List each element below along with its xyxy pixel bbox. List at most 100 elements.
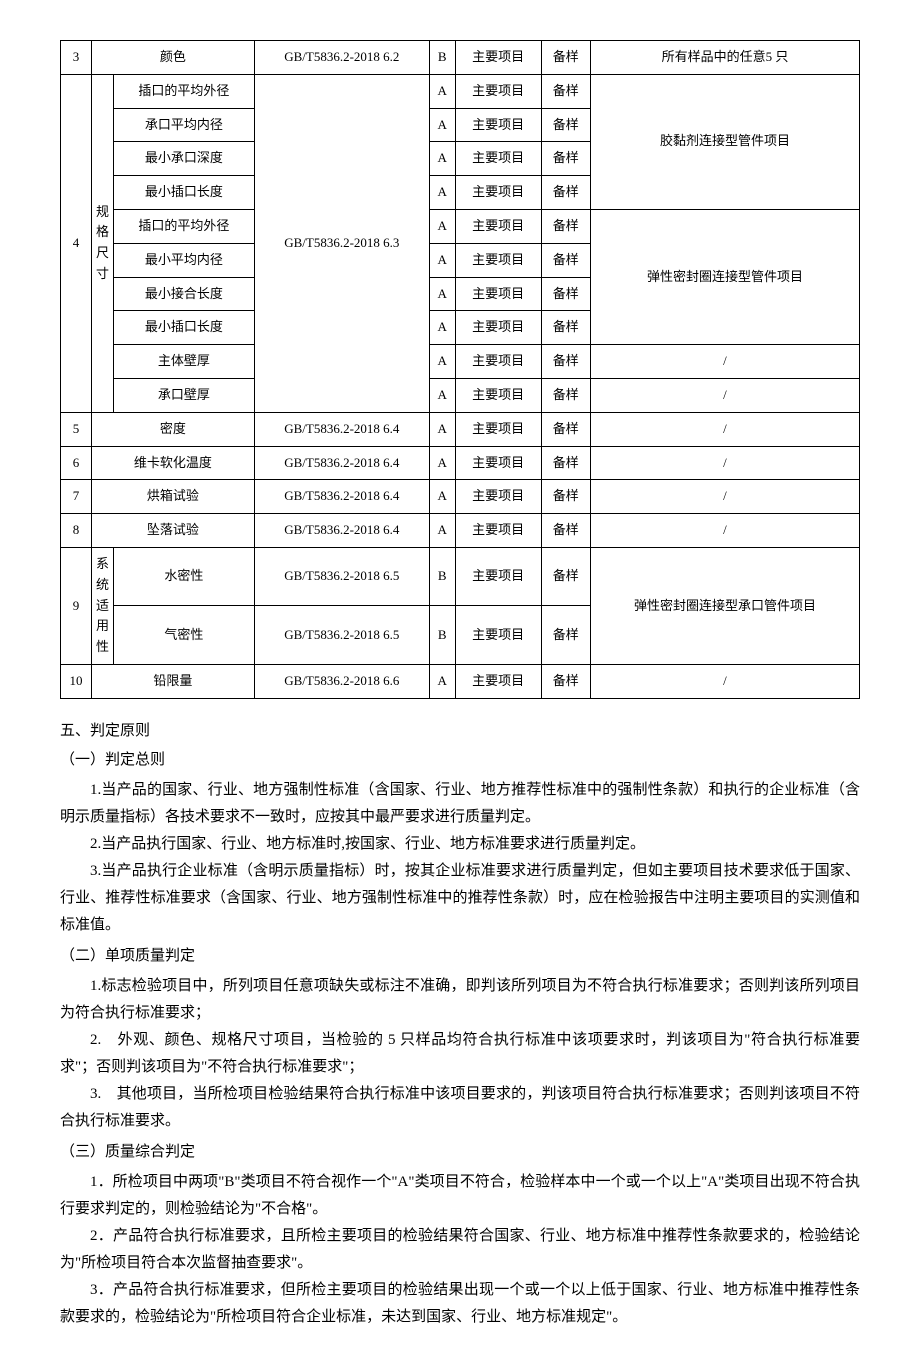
cell-name: 烘箱试验 [91, 480, 254, 514]
cell-proj: 主要项目 [455, 243, 541, 277]
para: 2. 外观、颜色、规格尺寸项目，当检验的 5 只样品均符合执行标准中该项要求时，… [60, 1027, 860, 1081]
cell-samp: 备样 [541, 74, 590, 108]
cell-samp: 备样 [541, 606, 590, 665]
para: 1．所检项目中两项"B"类项目不符合视作一个"A"类项目不符合，检验样本中一个或… [60, 1169, 860, 1223]
cell-samp: 备样 [541, 514, 590, 548]
cell-name: 铅限量 [91, 664, 254, 698]
cell-note: 胶黏剂连接型管件项目 [590, 74, 859, 209]
cell-note: 所有样品中的任意5 只 [590, 41, 859, 75]
cell-cls: A [429, 446, 455, 480]
cell-samp: 备样 [541, 664, 590, 698]
cell-std: GB/T5836.2-2018 6.5 [254, 606, 429, 665]
cell-cls: A [429, 480, 455, 514]
cell-note: 弹性密封圈连接型承口管件项目 [590, 547, 859, 664]
cell-proj: 主要项目 [455, 41, 541, 75]
table-row: 8 坠落试验 GB/T5836.2-2018 6.4 A 主要项目 备样 / [61, 514, 860, 548]
cell-proj: 主要项目 [455, 74, 541, 108]
cell-samp: 备样 [541, 41, 590, 75]
cell-name: 密度 [91, 412, 254, 446]
table-row: 主体壁厚 A 主要项目 备样 / [61, 345, 860, 379]
cell-proj: 主要项目 [455, 514, 541, 548]
cell-sub: 最小插口长度 [114, 311, 255, 345]
cell-cls: B [429, 606, 455, 665]
cell-cls: A [429, 664, 455, 698]
para: 3. 其他项目，当所检项目检验结果符合执行标准中该项目要求的，判该项目符合执行标… [60, 1081, 860, 1135]
cell-cat: 系统适用性 [91, 547, 113, 664]
cell-note: / [590, 378, 859, 412]
cell-std: GB/T5836.2-2018 6.4 [254, 412, 429, 446]
inspection-table: 3 颜色 GB/T5836.2-2018 6.2 B 主要项目 备样 所有样品中… [60, 40, 860, 699]
cell-sub: 插口的平均外径 [114, 74, 255, 108]
cell-proj: 主要项目 [455, 311, 541, 345]
cell-num: 7 [61, 480, 92, 514]
cell-cls: B [429, 547, 455, 605]
cell-num: 6 [61, 446, 92, 480]
cell-samp: 备样 [541, 446, 590, 480]
text-section: 五、判定原则 （一）判定总则 1.当产品的国家、行业、地方强制性标准（含国家、行… [60, 719, 860, 1331]
para: 2．产品符合执行标准要求，且所检主要项目的检验结果符合国家、行业、地方标准中推荐… [60, 1223, 860, 1277]
cell-proj: 主要项目 [455, 547, 541, 605]
subheading-comprehensive: （三）质量综合判定 [60, 1140, 860, 1164]
cell-sub: 承口壁厚 [114, 378, 255, 412]
cell-proj: 主要项目 [455, 480, 541, 514]
cell-std: GB/T5836.2-2018 6.4 [254, 480, 429, 514]
cell-note: / [590, 412, 859, 446]
subheading-single: （二）单项质量判定 [60, 944, 860, 968]
cell-cls: A [429, 412, 455, 446]
cell-std: GB/T5836.2-2018 6.5 [254, 547, 429, 605]
cell-note: 弹性密封圈连接型管件项目 [590, 209, 859, 344]
cell-cls: B [429, 41, 455, 75]
cell-samp: 备样 [541, 108, 590, 142]
cell-sub: 承口平均内径 [114, 108, 255, 142]
cell-samp: 备样 [541, 378, 590, 412]
cell-std: GB/T5836.2-2018 6.4 [254, 514, 429, 548]
cell-cls: A [429, 108, 455, 142]
cell-proj: 主要项目 [455, 378, 541, 412]
cell-samp: 备样 [541, 345, 590, 379]
cell-num: 8 [61, 514, 92, 548]
cell-proj: 主要项目 [455, 277, 541, 311]
para: 1.当产品的国家、行业、地方强制性标准（含国家、行业、地方推荐性标准中的强制性条… [60, 777, 860, 831]
cell-sub: 气密性 [114, 606, 255, 665]
cell-samp: 备样 [541, 311, 590, 345]
cell-cls: A [429, 311, 455, 345]
table-row: 3 颜色 GB/T5836.2-2018 6.2 B 主要项目 备样 所有样品中… [61, 41, 860, 75]
cell-sub: 最小插口长度 [114, 176, 255, 210]
cell-std: GB/T5836.2-2018 6.3 [254, 74, 429, 412]
cell-note: / [590, 480, 859, 514]
table-row: 9 系统适用性 水密性 GB/T5836.2-2018 6.5 B 主要项目 备… [61, 547, 860, 605]
cell-num: 4 [61, 74, 92, 412]
table-row: 5 密度 GB/T5836.2-2018 6.4 A 主要项目 备样 / [61, 412, 860, 446]
cell-cls: A [429, 176, 455, 210]
cell-sub: 最小平均内径 [114, 243, 255, 277]
cell-std: GB/T5836.2-2018 6.2 [254, 41, 429, 75]
table-row: 6 维卡软化温度 GB/T5836.2-2018 6.4 A 主要项目 备样 / [61, 446, 860, 480]
cell-note: / [590, 514, 859, 548]
cell-samp: 备样 [541, 277, 590, 311]
table-row: 10 铅限量 GB/T5836.2-2018 6.6 A 主要项目 备样 / [61, 664, 860, 698]
cell-cat: 规格尺寸 [91, 74, 113, 412]
cell-proj: 主要项目 [455, 142, 541, 176]
cell-num: 9 [61, 547, 92, 664]
cell-proj: 主要项目 [455, 176, 541, 210]
cell-std: GB/T5836.2-2018 6.6 [254, 664, 429, 698]
cell-samp: 备样 [541, 142, 590, 176]
cell-cls: A [429, 345, 455, 379]
cell-sub: 插口的平均外径 [114, 209, 255, 243]
cell-samp: 备样 [541, 243, 590, 277]
heading-principle: 五、判定原则 [60, 719, 860, 743]
cell-samp: 备样 [541, 547, 590, 605]
cell-samp: 备样 [541, 480, 590, 514]
table-row: 4 规格尺寸 插口的平均外径 GB/T5836.2-2018 6.3 A 主要项… [61, 74, 860, 108]
cell-proj: 主要项目 [455, 209, 541, 243]
para: 1.标志检验项目中，所列项目任意项缺失或标注不准确，即判该所列项目为不符合执行标… [60, 973, 860, 1027]
cell-num: 10 [61, 664, 92, 698]
cell-proj: 主要项目 [455, 664, 541, 698]
cell-proj: 主要项目 [455, 345, 541, 379]
cell-name: 维卡软化温度 [91, 446, 254, 480]
cell-proj: 主要项目 [455, 606, 541, 665]
cell-cls: A [429, 209, 455, 243]
cell-samp: 备样 [541, 412, 590, 446]
cell-name: 颜色 [91, 41, 254, 75]
para: 3.当产品执行企业标准（含明示质量指标）时，按其企业标准要求进行质量判定，但如主… [60, 858, 860, 939]
